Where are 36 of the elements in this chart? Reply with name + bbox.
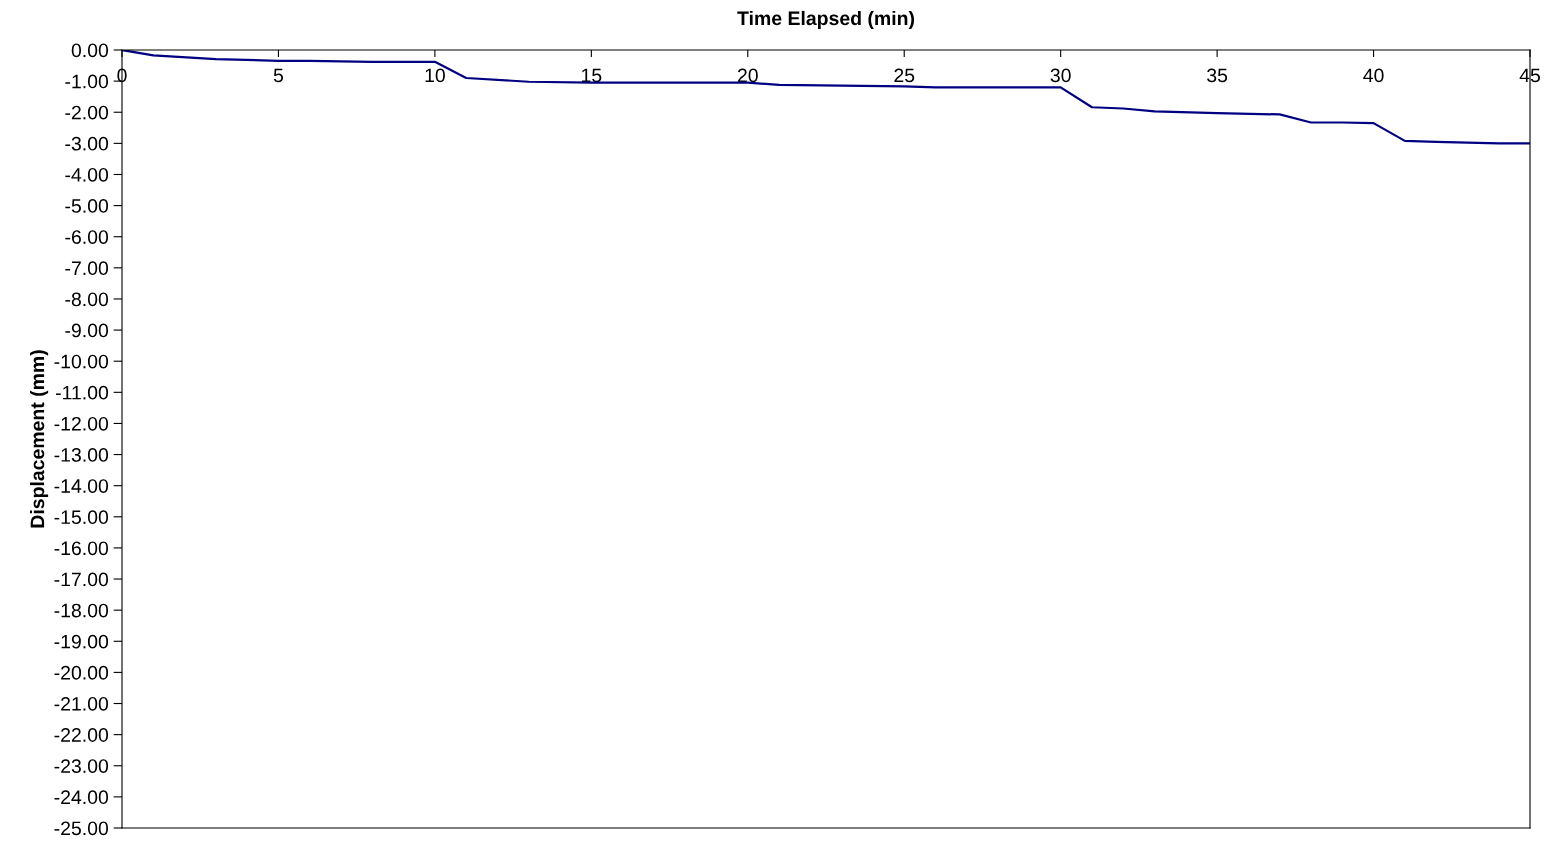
- x-tick-label: 10: [425, 68, 445, 83]
- y-tick-label: -11.00: [55, 385, 109, 400]
- y-tick-label: -21.00: [54, 696, 109, 711]
- x-tick-label: 35: [1207, 68, 1228, 83]
- x-tick-label: 20: [737, 68, 758, 83]
- y-tick-label: -19.00: [54, 634, 109, 649]
- y-tick-label: -6.00: [65, 230, 109, 244]
- y-tick-label: -25.00: [54, 821, 109, 836]
- y-tick-label: -24.00: [54, 790, 109, 805]
- y-tick-label: -18.00: [54, 603, 109, 618]
- y-tick-label: -13.00: [54, 448, 109, 462]
- x-tick-label: 40: [1363, 68, 1384, 83]
- y-tick-label: -17.00: [54, 572, 109, 587]
- x-tick-label: 25: [894, 68, 915, 83]
- y-tick-label: -5.00: [65, 199, 109, 213]
- y-tick-label: -9.00: [65, 323, 109, 338]
- x-axis-title: Time Elapsed (min): [737, 10, 915, 30]
- y-tick-label: -12.00: [54, 416, 109, 431]
- y-tick-label: -8.00: [65, 292, 109, 307]
- y-tick-label: -22.00: [54, 728, 109, 742]
- y-tick-label: 0.00: [71, 43, 109, 58]
- y-axis-title: Displacement (mm): [30, 350, 49, 528]
- y-tick-label: -2.00: [65, 105, 109, 120]
- y-tick-label: -20.00: [54, 665, 109, 680]
- x-tick-label: 30: [1050, 68, 1071, 83]
- y-tick-label: -14.00: [54, 479, 109, 493]
- y-tick-label: -4.00: [65, 167, 109, 182]
- y-tick-label: -23.00: [54, 759, 109, 773]
- x-tick-label: 5: [273, 68, 284, 83]
- y-tick-label: -7.00: [65, 261, 109, 276]
- y-tick-label: -10.00: [54, 354, 109, 369]
- y-tick-label: -1.00: [65, 74, 109, 89]
- y-tick-label: -16.00: [54, 541, 109, 556]
- y-tick-label: -3.00: [65, 136, 109, 151]
- y-tick-label: -15.00: [54, 510, 109, 525]
- x-tick-label: 15: [582, 68, 602, 83]
